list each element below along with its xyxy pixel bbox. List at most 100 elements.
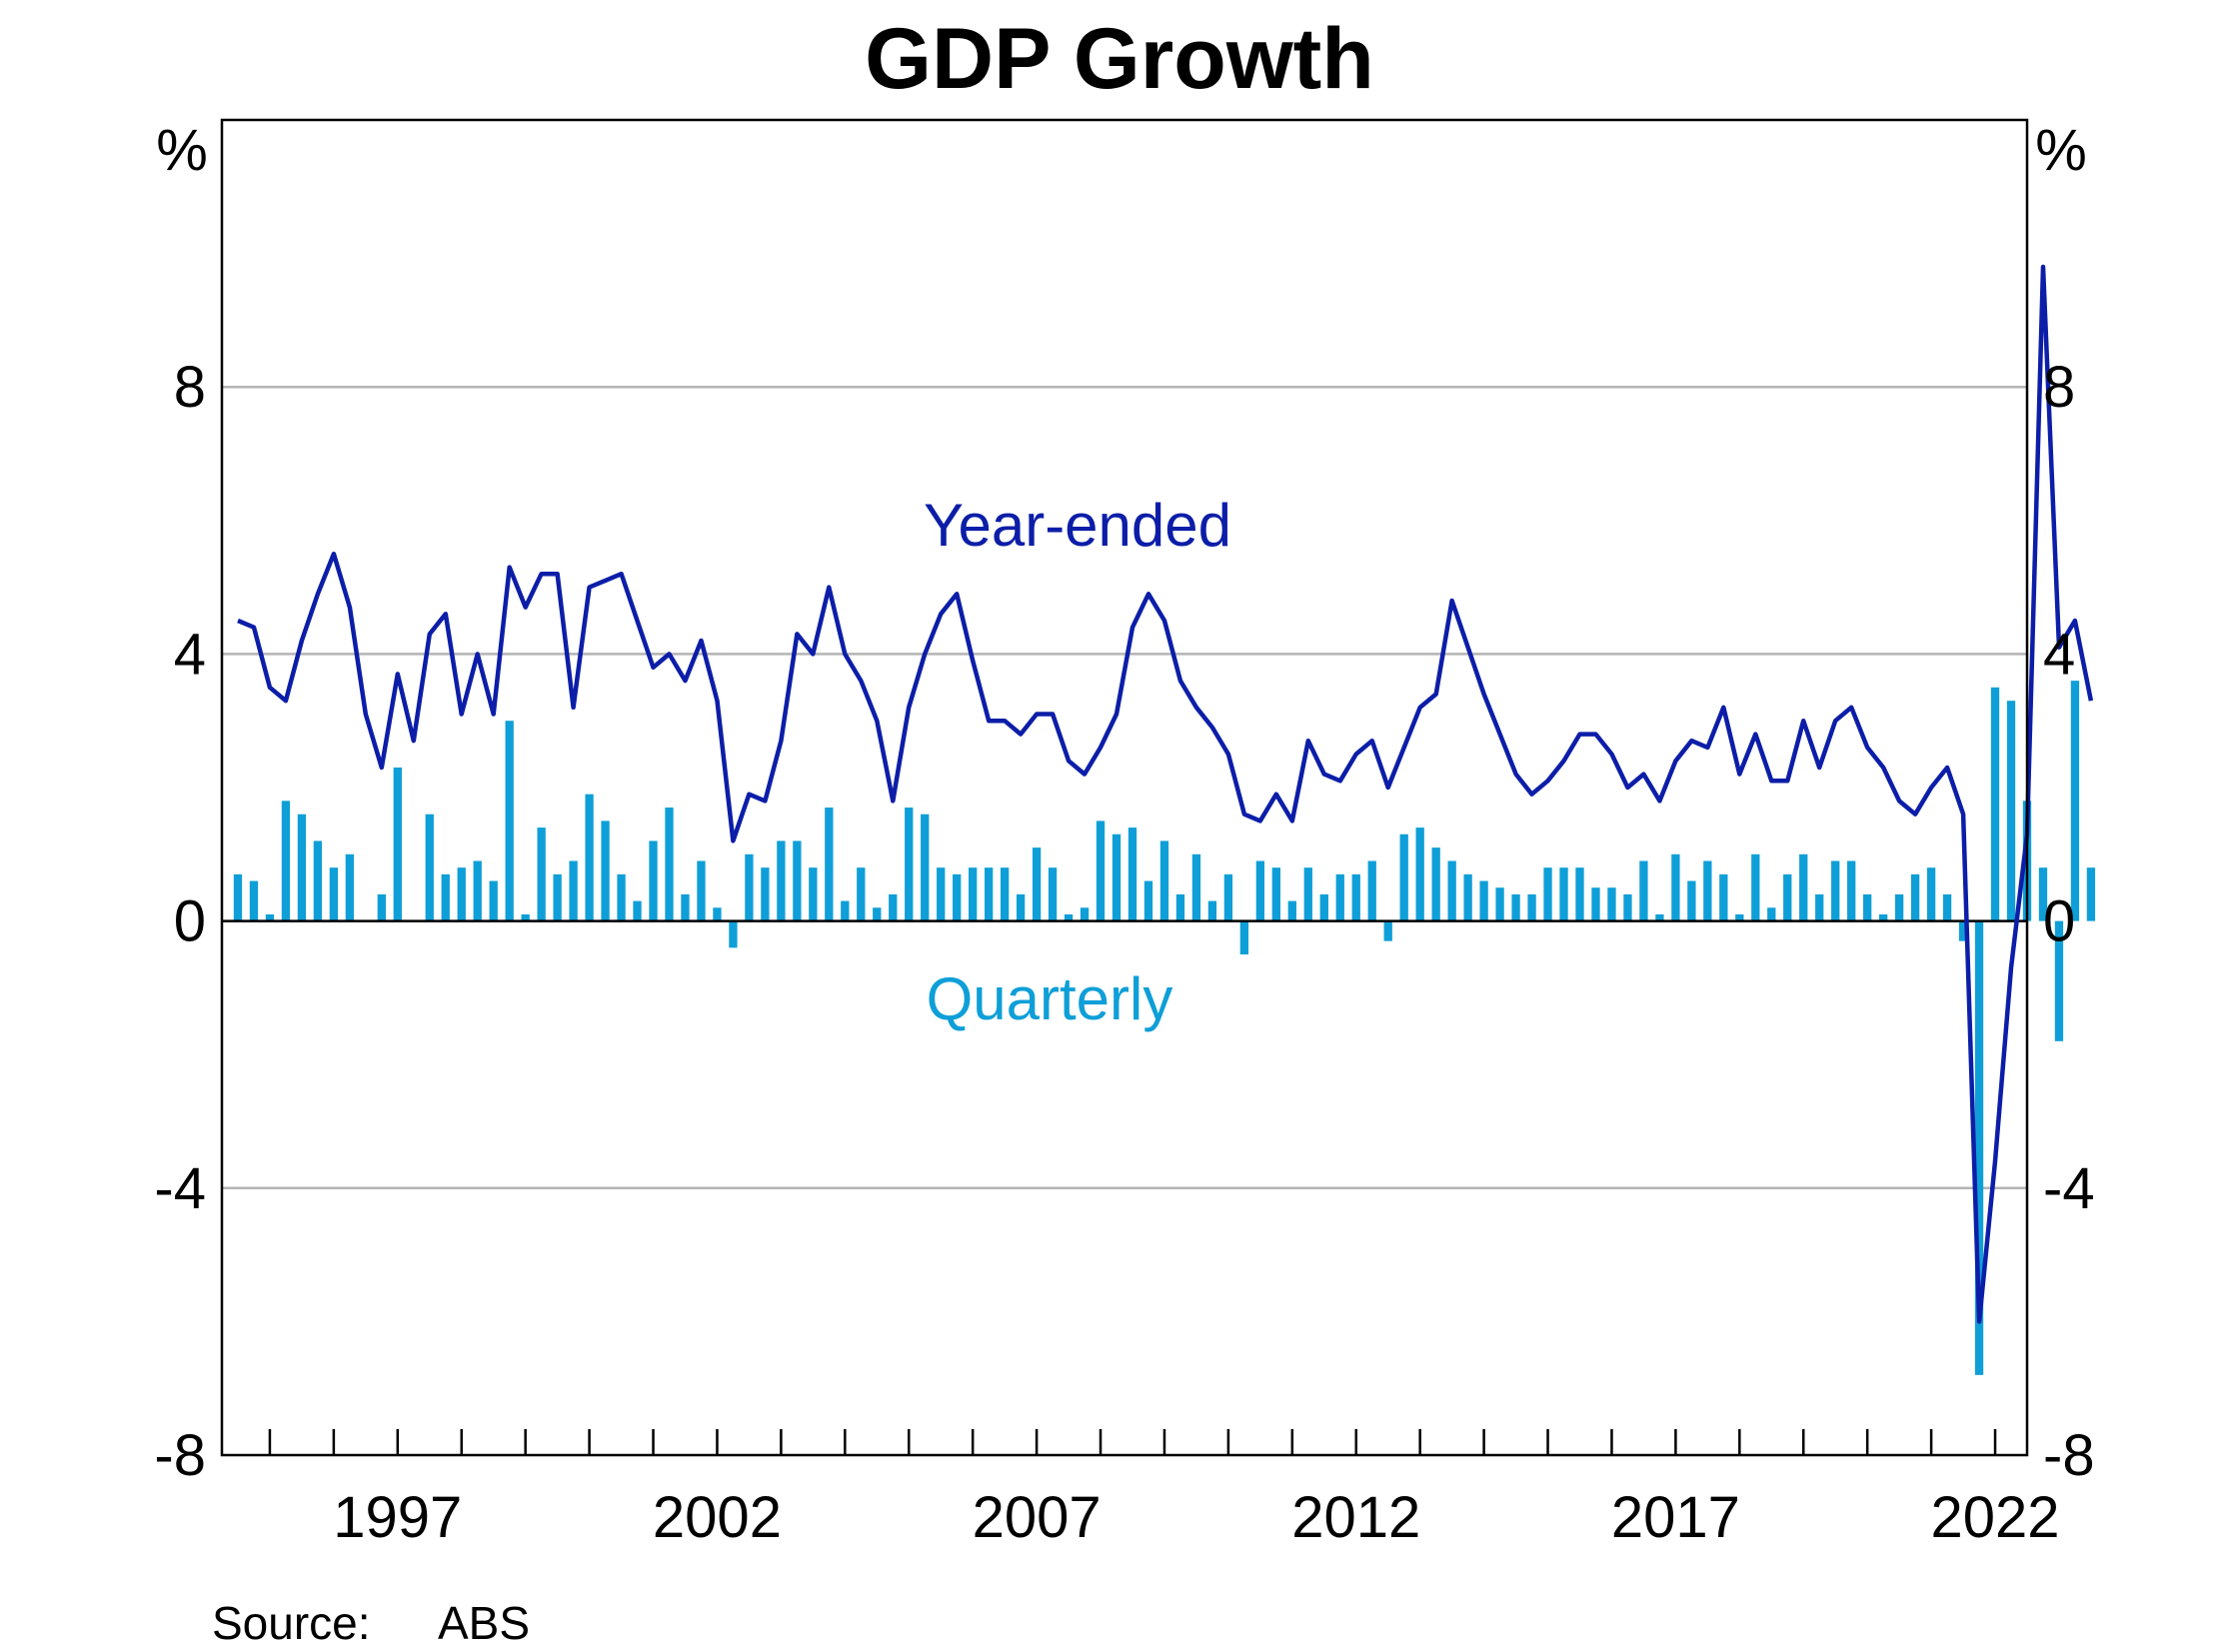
quarterly-bar: [921, 814, 930, 921]
y-tick-label-right: 8: [2043, 355, 2075, 420]
x-axis-ticks: 1997 2002 2007 2012 2017 2022: [268, 1429, 2060, 1550]
quarterly-bar: [1894, 893, 1904, 921]
quarterly-bar: [681, 893, 690, 921]
quarterly-bar: [969, 867, 978, 921]
quarterly-bar: [281, 801, 291, 921]
quarterly-bar: [1910, 873, 1920, 921]
quarterly-bar: [1351, 873, 1360, 921]
quarterly-bar: [1831, 860, 1840, 921]
quarterly-bar: [1751, 853, 1760, 921]
quarterly-bar: [1575, 867, 1584, 921]
quarterly-bar: [425, 814, 434, 921]
quarterly-bar: [1271, 867, 1280, 921]
quarterly-bar: [489, 880, 498, 921]
quarterly-bar: [729, 920, 738, 948]
y-tick-label-right: 4: [2043, 622, 2075, 687]
quarterly-bar: [1495, 887, 1504, 921]
quarterly-bar: [345, 853, 355, 921]
quarterly-bar: [937, 867, 946, 921]
quarterly-bar: [1687, 880, 1696, 921]
quarterly-bars: [233, 681, 2096, 1375]
left-y-unit-label: %: [156, 118, 208, 183]
quarterly-bar: [569, 860, 578, 921]
quarterly-bar: [825, 808, 834, 921]
quarterly-bar: [1112, 833, 1121, 921]
quarterly-bar: [1032, 847, 1042, 921]
quarterly-bar: [1159, 840, 1169, 921]
quarterly-bar: [1639, 860, 1648, 921]
quarterly-bar: [521, 913, 530, 921]
quarterly-bar: [793, 840, 802, 921]
quarterly-bar: [473, 860, 482, 921]
quarterly-bar: [1431, 847, 1440, 921]
quarterly-bar: [745, 853, 754, 921]
y-tick-label-left: 4: [174, 622, 206, 687]
quarterly-bar: [457, 867, 466, 921]
quarterly-bar: [1415, 827, 1424, 921]
quarterly-bar: [633, 900, 642, 921]
quarterly-bar: [857, 867, 866, 921]
quarterly-bar: [1607, 887, 1616, 921]
quarterly-bar: [1863, 893, 1872, 921]
quarterly-bar: [1527, 893, 1536, 921]
series-label-year-ended: Year-ended: [924, 492, 1231, 559]
quarterly-bar: [1815, 893, 1824, 921]
series-label-quarterly: Quarterly: [927, 965, 1173, 1032]
quarterly-bar: [1319, 893, 1328, 921]
chart-title: GDP Growth: [865, 11, 1374, 107]
year-ended-line: [237, 264, 2094, 1324]
source-value: ABS: [438, 1597, 530, 1649]
quarterly-bar: [1223, 873, 1233, 921]
quarterly-bar: [1447, 860, 1456, 921]
quarterly-bar: [505, 721, 514, 921]
quarterly-bar: [809, 867, 818, 921]
quarterly-bar: [1367, 860, 1376, 921]
quarterly-bar: [1239, 920, 1249, 954]
quarterly-bar: [1191, 853, 1201, 921]
quarterly-bar: [313, 840, 323, 921]
quarterly-bar: [1543, 867, 1552, 921]
quarterly-bar: [393, 767, 402, 921]
y-tick-labels: -8 -8 -4 -4 0 0 4 4 8 8: [154, 355, 2094, 1488]
quarterly-bar: [1207, 900, 1217, 921]
source-label: Source:: [212, 1597, 371, 1649]
y-tick-label-left: -8: [154, 1423, 206, 1488]
y-tick-label-left: 0: [174, 889, 206, 954]
quarterly-bar: [585, 794, 594, 921]
y-tick-label-right: -8: [2043, 1423, 2095, 1488]
quarterly-bar: [1000, 867, 1010, 921]
quarterly-bar: [1703, 860, 1712, 921]
quarterly-bar: [617, 873, 626, 921]
quarterly-bar: [1479, 880, 1488, 921]
quarterly-bar: [329, 867, 339, 921]
quarterly-bar: [1127, 827, 1137, 921]
quarterly-bar: [841, 900, 850, 921]
quarterly-bar: [1990, 687, 2000, 921]
quarterly-bar: [1303, 867, 1312, 921]
quarterly-bar: [537, 827, 546, 921]
y-tick-label-left: -4: [154, 1156, 206, 1221]
quarterly-bar: [1080, 907, 1090, 921]
plot-frame: [220, 118, 2029, 1457]
y-tick-label-right: 0: [2043, 889, 2075, 954]
quarterly-bar: [889, 893, 898, 921]
quarterly-bar: [1016, 893, 1026, 921]
quarterly-bar: [1463, 873, 1472, 921]
quarterly-bar: [1064, 913, 1074, 921]
quarterly-bar: [1096, 821, 1106, 921]
quarterly-bar: [1591, 887, 1600, 921]
quarterly-bar: [1926, 867, 1936, 921]
quarterly-bar: [601, 821, 610, 921]
quarterly-bar: [1287, 900, 1296, 921]
quarterly-bar: [761, 867, 770, 921]
quarterly-bar: [665, 808, 674, 921]
y-tick-label-left: 8: [174, 355, 206, 420]
quarterly-bar: [441, 873, 450, 921]
quarterly-bar: [1335, 873, 1344, 921]
quarterly-bar: [649, 840, 658, 921]
quarterly-bar: [1383, 920, 1392, 941]
quarterly-bar: [777, 840, 786, 921]
quarterly-bar: [953, 873, 962, 921]
quarterly-bar: [905, 808, 914, 921]
